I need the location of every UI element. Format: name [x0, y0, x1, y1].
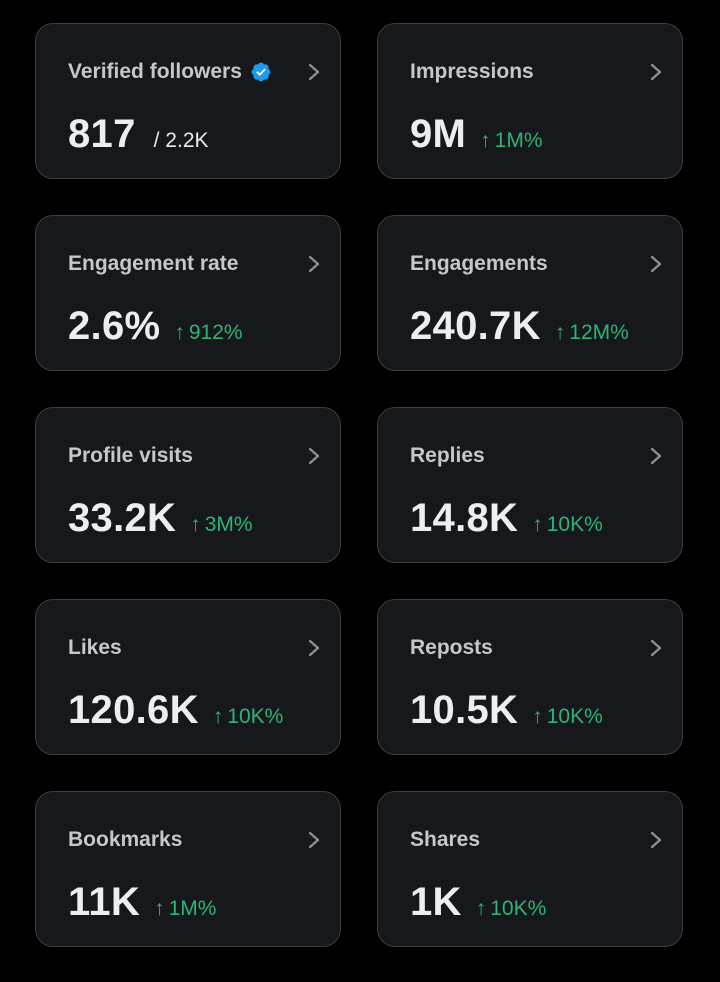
metric-change: ↑ 1M% — [154, 897, 216, 921]
card-title-label: Likes — [68, 636, 122, 659]
value-row: 2.6% ↑ 912% — [68, 304, 243, 349]
card-title-label: Engagements — [410, 252, 548, 275]
chevron-right-icon — [308, 831, 320, 849]
metric-value: 33.2K — [68, 496, 177, 540]
card-title: Verified followers — [68, 60, 272, 84]
card-title-label: Bookmarks — [68, 828, 183, 851]
card-title: Profile visits — [68, 444, 193, 468]
card-title-label: Engagement rate — [68, 252, 239, 275]
card-title-label: Verified followers — [68, 60, 242, 83]
metric-change-value: 3M% — [204, 513, 253, 536]
value-row: 10.5K ↑ 10K% — [410, 688, 603, 733]
chevron-right-icon — [650, 831, 662, 849]
card-reposts[interactable]: Reposts 10.5K ↑ 10K% — [377, 599, 683, 755]
value-row: 11K ↑ 1M% — [68, 880, 216, 925]
card-impressions[interactable]: Impressions 9M ↑ 1M% — [377, 23, 683, 179]
card-title: Shares — [410, 828, 480, 852]
arrow-up-icon: ↑ — [212, 705, 224, 728]
metric-change-value: 10K% — [490, 897, 547, 920]
arrow-up-icon: ↑ — [154, 897, 165, 920]
arrow-up-icon: ↑ — [480, 129, 491, 152]
metric-value: 817 — [68, 112, 136, 156]
card-title: Engagements — [410, 252, 548, 276]
value-row: 120.6K ↑ 10K% — [68, 688, 283, 733]
arrow-up-icon: ↑ — [190, 513, 201, 536]
card-verified-followers[interactable]: Verified followers 817 / 2.2K — [35, 23, 341, 179]
chevron-right-icon — [650, 447, 662, 465]
chevron-right-icon — [650, 639, 662, 657]
card-engagements[interactable]: Engagements 240.7K ↑ 12M% — [377, 215, 683, 371]
verified-badge-icon — [251, 62, 271, 82]
card-shares[interactable]: Shares 1K ↑ 10K% — [377, 791, 683, 947]
card-title: Likes — [68, 636, 122, 660]
value-row: 240.7K ↑ 12M% — [410, 304, 629, 349]
card-title: Engagement rate — [68, 252, 238, 276]
arrow-up-icon: ↑ — [475, 897, 487, 920]
value-row: 33.2K ↑ 3M% — [68, 496, 253, 541]
card-title: Bookmarks — [68, 828, 182, 852]
arrow-up-icon: ↑ — [554, 321, 566, 344]
card-title: Impressions — [410, 60, 534, 84]
arrow-up-icon: ↑ — [532, 513, 543, 536]
card-title: Replies — [410, 444, 485, 468]
metric-change: ↑ 10K% — [476, 897, 547, 921]
metric-change-value: 912% — [188, 321, 243, 344]
arrow-up-icon: ↑ — [532, 705, 543, 728]
metric-change-value: 1M% — [168, 897, 217, 920]
value-row: 9M ↑ 1M% — [410, 112, 543, 157]
card-likes[interactable]: Likes 120.6K ↑ 10K% — [35, 599, 341, 755]
chevron-right-icon — [308, 447, 320, 465]
metric-value: 120.6K — [68, 688, 199, 732]
metric-change: ↑ 10K% — [532, 513, 603, 537]
card-title-label: Reposts — [410, 636, 493, 659]
metric-value: 9M — [410, 112, 467, 156]
chevron-right-icon — [650, 255, 662, 273]
chevron-right-icon — [308, 63, 320, 81]
chevron-right-icon — [308, 255, 320, 273]
card-title: Reposts — [410, 636, 493, 660]
metric-change-value: 10K% — [546, 705, 603, 728]
metric-value: 14.8K — [410, 496, 519, 540]
metric-value: 10.5K — [410, 688, 519, 732]
value-row: 817 / 2.2K — [68, 112, 209, 157]
card-replies[interactable]: Replies 14.8K ↑ 10K% — [377, 407, 683, 563]
metric-change-value: 1M% — [494, 129, 543, 152]
metric-value: 2.6% — [68, 304, 161, 348]
chevron-right-icon — [650, 63, 662, 81]
metric-change-value: 10K% — [546, 513, 603, 536]
value-row: 1K ↑ 10K% — [410, 880, 546, 925]
metric-change: ↑ 912% — [174, 321, 242, 345]
card-title-label: Impressions — [410, 60, 534, 83]
metric-change: ↑ 10K% — [213, 705, 284, 729]
metric-change: ↑ 3M% — [190, 513, 252, 537]
card-title-label: Shares — [410, 828, 481, 851]
value-row: 14.8K ↑ 10K% — [410, 496, 603, 541]
card-engagement-rate[interactable]: Engagement rate 2.6% ↑ 912% — [35, 215, 341, 371]
metric-value: 11K — [68, 880, 141, 924]
metric-total: / 2.2K — [153, 129, 209, 152]
card-title-label: Replies — [410, 444, 485, 467]
metric-change: ↑ 1M% — [480, 129, 542, 153]
card-bookmarks[interactable]: Bookmarks 11K ↑ 1M% — [35, 791, 341, 947]
card-title-label: Profile visits — [68, 444, 193, 467]
metric-change-value: 10K% — [227, 705, 284, 728]
arrow-up-icon: ↑ — [174, 321, 185, 344]
chevron-right-icon — [308, 639, 320, 657]
metric-value: 240.7K — [410, 304, 541, 348]
metric-change: ↑ 12M% — [555, 321, 629, 345]
metric-value: 1K — [410, 880, 462, 924]
card-profile-visits[interactable]: Profile visits 33.2K ↑ 3M% — [35, 407, 341, 563]
metric-change-value: 12M% — [569, 321, 629, 344]
metric-change: ↑ 10K% — [532, 705, 603, 729]
